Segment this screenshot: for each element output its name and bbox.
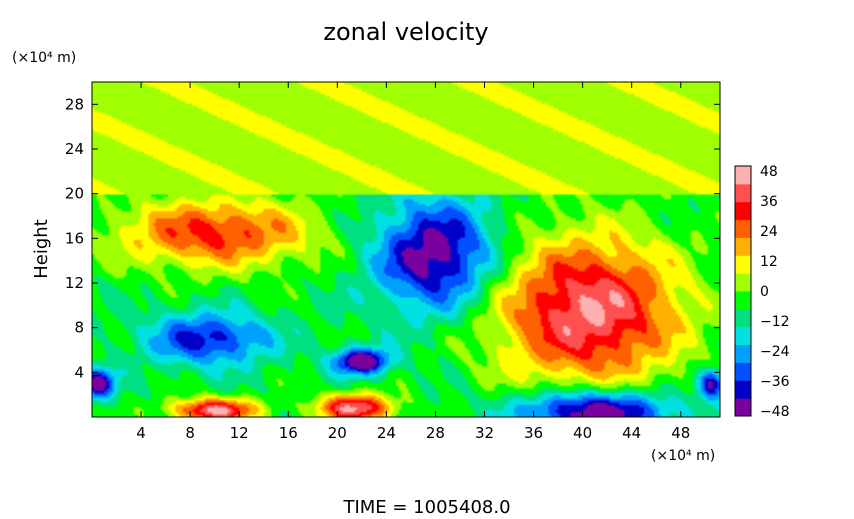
colorbar-label-7: −36 (760, 374, 790, 390)
time-label: TIME = 1005408.0 (342, 497, 510, 518)
x-tick-label-16: 16 (279, 424, 298, 442)
colorbar-border (734, 165, 752, 417)
x-tick-label-32: 32 (475, 424, 494, 442)
colorbar-swatch-12 (735, 183, 751, 203)
colorbar-swatch-2 (735, 362, 751, 381)
colorbar-swatch-4 (735, 326, 751, 346)
y-tick-label-8: 8 (74, 319, 84, 337)
colorbar-swatch-6 (735, 291, 751, 310)
x-tick-label-4: 4 (136, 424, 146, 442)
colorbar-swatch-3 (735, 344, 751, 363)
y-unit-label: (×10⁴ m) (12, 50, 76, 66)
y-tick-label-4: 4 (74, 363, 84, 381)
colorbar-swatch-13 (735, 166, 751, 185)
x-tick-label-44: 44 (622, 424, 641, 442)
x-tick-label-48: 48 (671, 424, 690, 442)
plot-area (91, 81, 721, 418)
x-tick-label-20: 20 (328, 424, 347, 442)
colorbar-swatch-10 (735, 219, 751, 238)
y-tick-label-20: 20 (65, 185, 84, 203)
y-axis: 4 8 12 16 20 24 28 (65, 95, 720, 381)
colorbar-swatch-1 (735, 380, 751, 399)
colorbar-label-3: 12 (760, 254, 778, 270)
colorbar: 48 36 24 12 0 −12 −24 −36 −48 (734, 164, 790, 420)
colorbar-label-1: 36 (760, 194, 778, 210)
colorbar-label-0: 48 (760, 164, 778, 180)
x-unit-label: (×10⁴ m) (651, 448, 715, 464)
heatmap-image (92, 82, 720, 417)
colorbar-label-5: −12 (760, 314, 790, 330)
x-tick-label-12: 12 (230, 424, 249, 442)
y-axis-label: Height (31, 219, 52, 279)
colorbar-label-2: 24 (760, 224, 778, 240)
plot-border (91, 81, 721, 418)
x-tick-label-36: 36 (524, 424, 543, 442)
chart-title: zonal velocity (323, 18, 488, 46)
colorbar-swatch-11 (735, 201, 751, 221)
y-tick-label-24: 24 (65, 140, 84, 158)
x-tick-label-40: 40 (573, 424, 592, 442)
colorbar-swatch-9 (735, 237, 751, 256)
x-tick-label-24: 24 (377, 424, 396, 442)
colorbar-swatch-7 (735, 273, 751, 292)
colorbar-label-8: −48 (760, 404, 790, 420)
x-tick-label-28: 28 (426, 424, 445, 442)
colorbar-swatch-0 (735, 398, 751, 417)
colorbar-label-4: 0 (760, 284, 769, 300)
colorbar-swatch-5 (735, 308, 751, 328)
y-tick-label-28: 28 (65, 95, 84, 113)
colorbar-label-6: −24 (760, 344, 790, 360)
y-tick-label-16: 16 (65, 229, 84, 247)
x-axis: 4 8 12 16 20 24 28 32 36 40 44 48 (136, 82, 690, 442)
x-tick-label-8: 8 (185, 424, 195, 442)
colorbar-swatch-8 (735, 255, 751, 274)
y-tick-label-12: 12 (65, 274, 84, 292)
